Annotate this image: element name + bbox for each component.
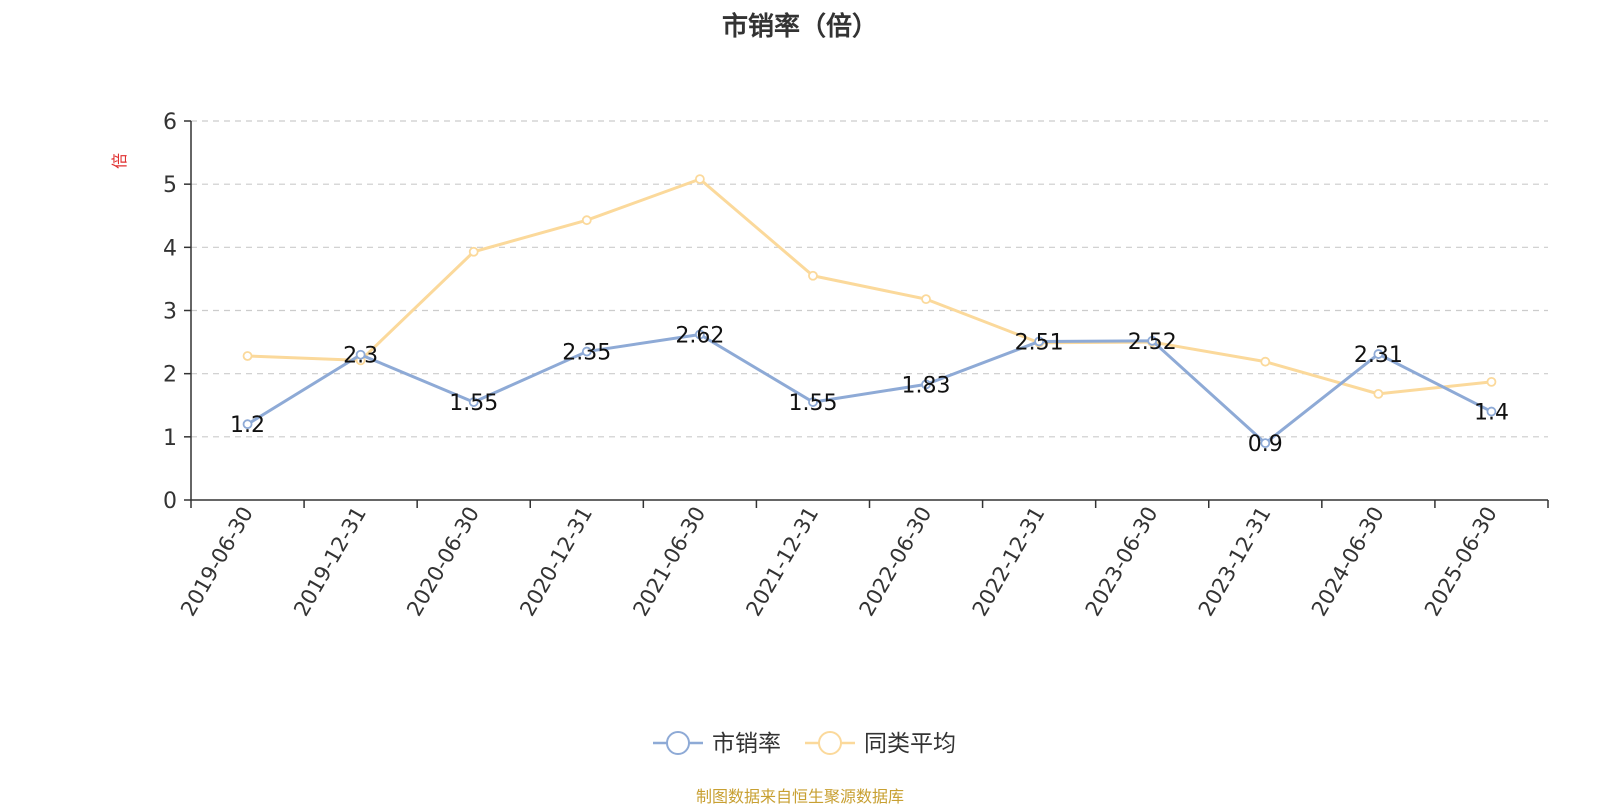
data-label: 1.55 <box>449 391 498 416</box>
x-tick-label: 2021-12-31 <box>741 503 823 621</box>
data-point <box>921 379 931 390</box>
x-tick-label: 2023-12-31 <box>1194 503 1276 621</box>
data-label: 2.31 <box>1354 343 1403 368</box>
data-point <box>468 397 479 407</box>
legend-item-peer-average-label: 同类平均 <box>864 731 956 757</box>
series-line-primary <box>246 333 1493 445</box>
legend-item-primary-marker <box>666 731 690 755</box>
data-point <box>808 397 818 407</box>
data-point <box>1034 336 1045 347</box>
y-tick-label: 1 <box>163 426 177 451</box>
data-label: 2.51 <box>1015 330 1064 355</box>
data-point <box>242 351 253 361</box>
x-tick-label: 2022-12-31 <box>968 503 1050 621</box>
data-label: 2.52 <box>1128 330 1177 355</box>
y-tick-label: 5 <box>163 173 177 198</box>
data-label: 1.55 <box>788 391 837 416</box>
data-source-note: 制图数据来自恒生聚源数据库 <box>695 787 904 806</box>
data-label: 0.9 <box>1248 432 1283 457</box>
x-tick-label: 2019-06-30 <box>176 503 258 621</box>
data-label: 1.83 <box>902 373 951 398</box>
data-point <box>242 419 253 430</box>
data-point <box>1147 335 1158 346</box>
x-tick-label: 2025-06-30 <box>1420 503 1502 621</box>
data-point <box>921 294 931 305</box>
x-tick-label: 2022-06-30 <box>855 503 937 621</box>
legend-item-primary-label: 市销率 <box>712 731 781 757</box>
y-tick-label: 6 <box>163 110 177 135</box>
data-point <box>581 346 592 357</box>
data-label: 2.3 <box>343 344 378 369</box>
x-tick-label: 2020-06-30 <box>402 503 484 621</box>
data-point <box>1486 376 1497 387</box>
data-point <box>355 349 366 360</box>
legend-item-peer-average-marker <box>818 731 842 755</box>
data-label: 2.35 <box>562 341 611 366</box>
x-tick-label: 2024-06-30 <box>1307 503 1389 621</box>
data-point <box>1260 356 1271 367</box>
y-tick-label: 2 <box>163 363 177 388</box>
y-tick-label: 4 <box>163 236 177 261</box>
data-point <box>694 329 705 340</box>
x-tick-label: 2020-12-31 <box>515 503 597 621</box>
data-point <box>1260 438 1271 449</box>
data-label: 1.4 <box>1474 401 1509 426</box>
data-point <box>1486 406 1497 417</box>
y-tick-label: 0 <box>163 489 177 514</box>
y-tick-label: 3 <box>163 300 177 325</box>
chart-title: 市销率（倍） <box>721 12 878 42</box>
series-line-peer-average <box>247 177 1492 396</box>
data-label: 2.62 <box>675 324 724 349</box>
data-point <box>1373 388 1384 399</box>
data-point <box>468 246 479 257</box>
data-label: 1.2 <box>230 413 265 438</box>
data-point <box>581 215 592 226</box>
data-point <box>694 174 705 185</box>
x-tick-label: 2021-06-30 <box>628 503 710 621</box>
x-tick-label: 2023-06-30 <box>1081 503 1163 621</box>
y-axis-label: 倍 <box>110 153 129 169</box>
data-point <box>1373 349 1384 359</box>
x-tick-label: 2019-12-31 <box>289 503 371 621</box>
data-point <box>808 270 818 281</box>
